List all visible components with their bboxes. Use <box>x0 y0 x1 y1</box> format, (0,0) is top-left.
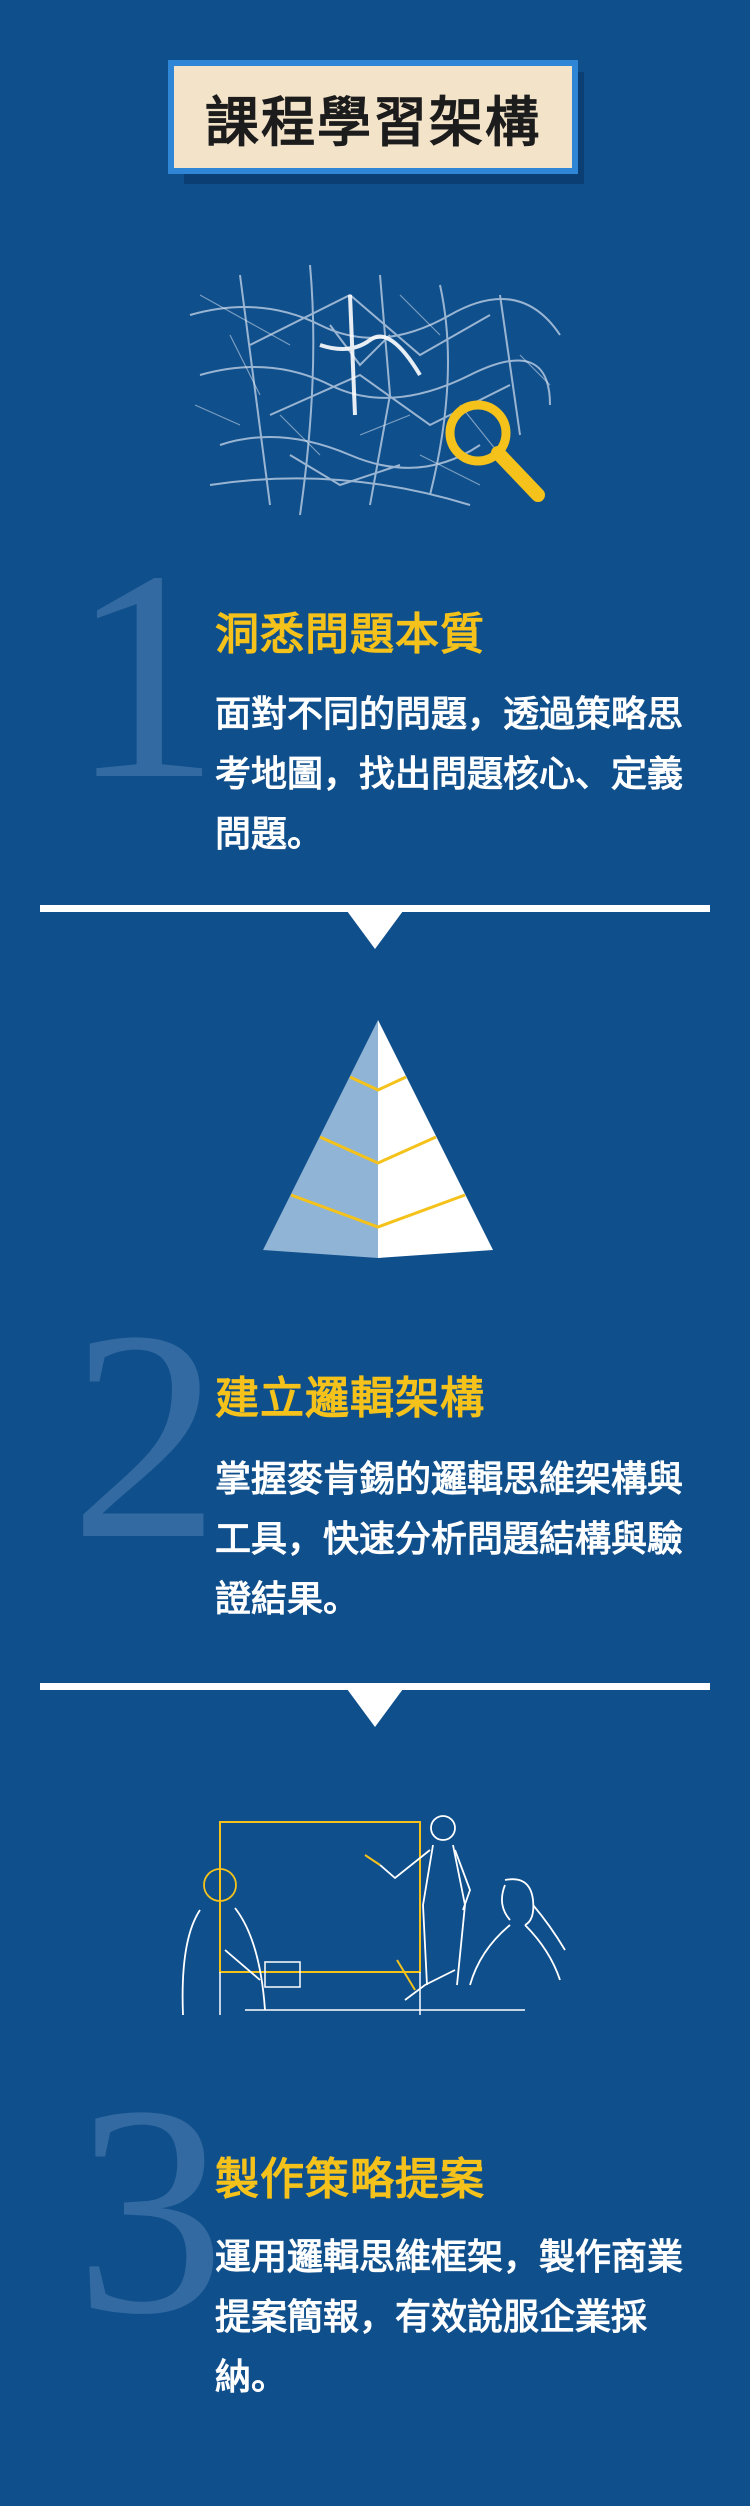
city-map-magnifier-icon <box>189 264 561 516</box>
pyramid-icon <box>263 1020 493 1258</box>
section-body-3: 運用邏輯思維框架，製作商業提案簡報，有效說服企業採納。 <box>215 2237 684 2398</box>
presentation-meeting-icon <box>181 1815 566 2016</box>
section-number-1: 1 <box>70 509 220 841</box>
section-heading-1: 洞悉問題本質 <box>215 609 485 660</box>
section-body-1: 面對不同的問題，透過策略思考地圖，找出問題核心、定義問題。 <box>215 694 684 855</box>
section-number-3: 3 <box>75 2044 225 2376</box>
section-heading-3: 製作策略提案 <box>215 2154 485 2205</box>
down-arrow-icon <box>347 1689 403 1727</box>
section-divider-2 <box>40 1683 710 1690</box>
section-divider-1 <box>40 905 710 912</box>
section-body-2: 掌握麥肯錫的邏輯思維架構與工具，快速分析問題結構與驗證結果。 <box>215 1459 684 1620</box>
title-badge: 課程學習架構 <box>168 60 578 174</box>
section-number-2: 2 <box>70 1269 220 1601</box>
section-heading-2: 建立邏輯架構 <box>215 1373 485 1424</box>
down-arrow-icon <box>347 911 403 949</box>
page-title: 課程學習架構 <box>205 89 541 154</box>
